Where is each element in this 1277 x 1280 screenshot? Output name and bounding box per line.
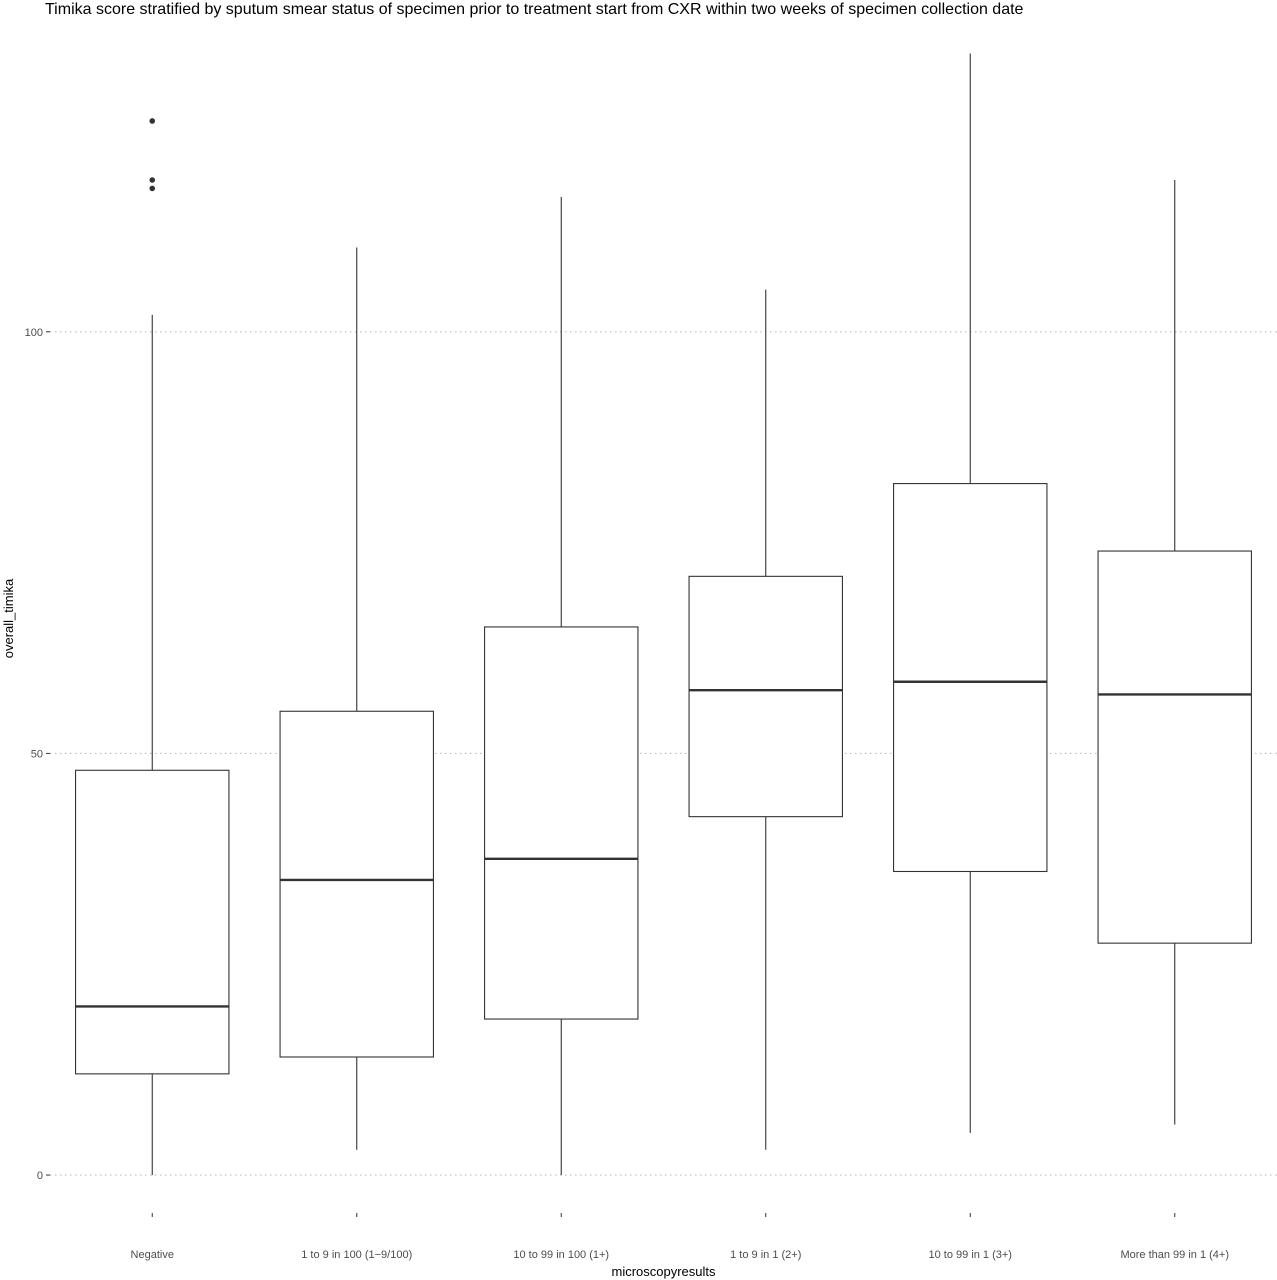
- x-tick-label: More than 99 in 1 (4+): [1120, 1249, 1229, 1261]
- box: [688, 575, 843, 818]
- box-group: [893, 53, 1048, 1133]
- box-group: [1097, 180, 1252, 1125]
- box: [1097, 550, 1252, 944]
- x-axis: Negative 1 to 9 in 100 (1−9/100) 10 to 99 …: [131, 1213, 1229, 1261]
- gridlines: [50, 331, 1277, 1176]
- outlier-point: [149, 177, 156, 183]
- x-tick-label: 10 to 99 in 100 (1+): [513, 1249, 609, 1261]
- chart-title: Timika score stratified by sputum smear …: [45, 1, 1024, 18]
- outlier-point: [149, 118, 156, 124]
- x-tick-label: 10 to 99 in 1 (3+): [929, 1249, 1012, 1261]
- x-axis-title: microscopyresults: [611, 1264, 716, 1279]
- outlier-point: [149, 185, 156, 192]
- x-tick-label: 1 to 9 in 100 (1−9/100): [301, 1249, 412, 1261]
- x-tick-label: 1 to 9 in 1 (2+): [730, 1249, 801, 1261]
- box: [484, 626, 639, 1020]
- box: [893, 483, 1048, 873]
- y-axis-title: overall_timika: [1, 578, 16, 658]
- box-group: [75, 118, 230, 1176]
- y-tick-label: 100: [25, 327, 43, 339]
- box-group: [484, 196, 639, 1176]
- y-axis: 0 50 100: [25, 327, 50, 1182]
- box-group: [279, 247, 434, 1150]
- y-tick-label: 0: [37, 1170, 43, 1182]
- box: [279, 710, 434, 1058]
- y-tick-label: 50: [31, 748, 43, 760]
- x-tick-label: Negative: [131, 1249, 174, 1261]
- box-group: [688, 289, 843, 1150]
- box: [75, 769, 230, 1075]
- boxes: [75, 53, 1252, 1176]
